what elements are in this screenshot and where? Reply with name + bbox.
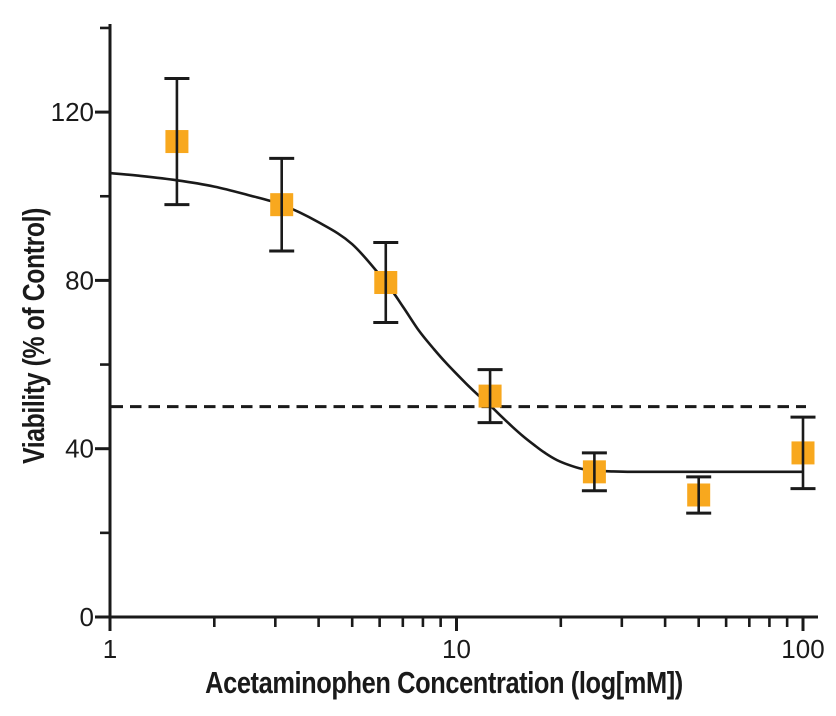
data-points	[165, 130, 815, 507]
x-tick-label: 100	[781, 634, 824, 664]
fit-curve	[109, 171, 803, 474]
y-tick-label: 120	[51, 97, 94, 127]
x-tick-label: 1	[103, 634, 117, 664]
axes	[108, 24, 818, 619]
error-bars	[164, 76, 816, 515]
x-ticks: 1 10 100	[103, 617, 825, 664]
y-ticks: 0 40 80 120	[51, 26, 110, 632]
x-tick-label: 10	[442, 634, 471, 664]
x-axis-title: Acetaminophen Concentration (log[mM])	[205, 665, 683, 700]
y-tick-label: 40	[65, 434, 94, 464]
y-tick-label: 80	[65, 265, 94, 295]
y-tick-label: 0	[80, 602, 94, 632]
y-axis-title: Viability (% of Control)	[16, 208, 51, 464]
